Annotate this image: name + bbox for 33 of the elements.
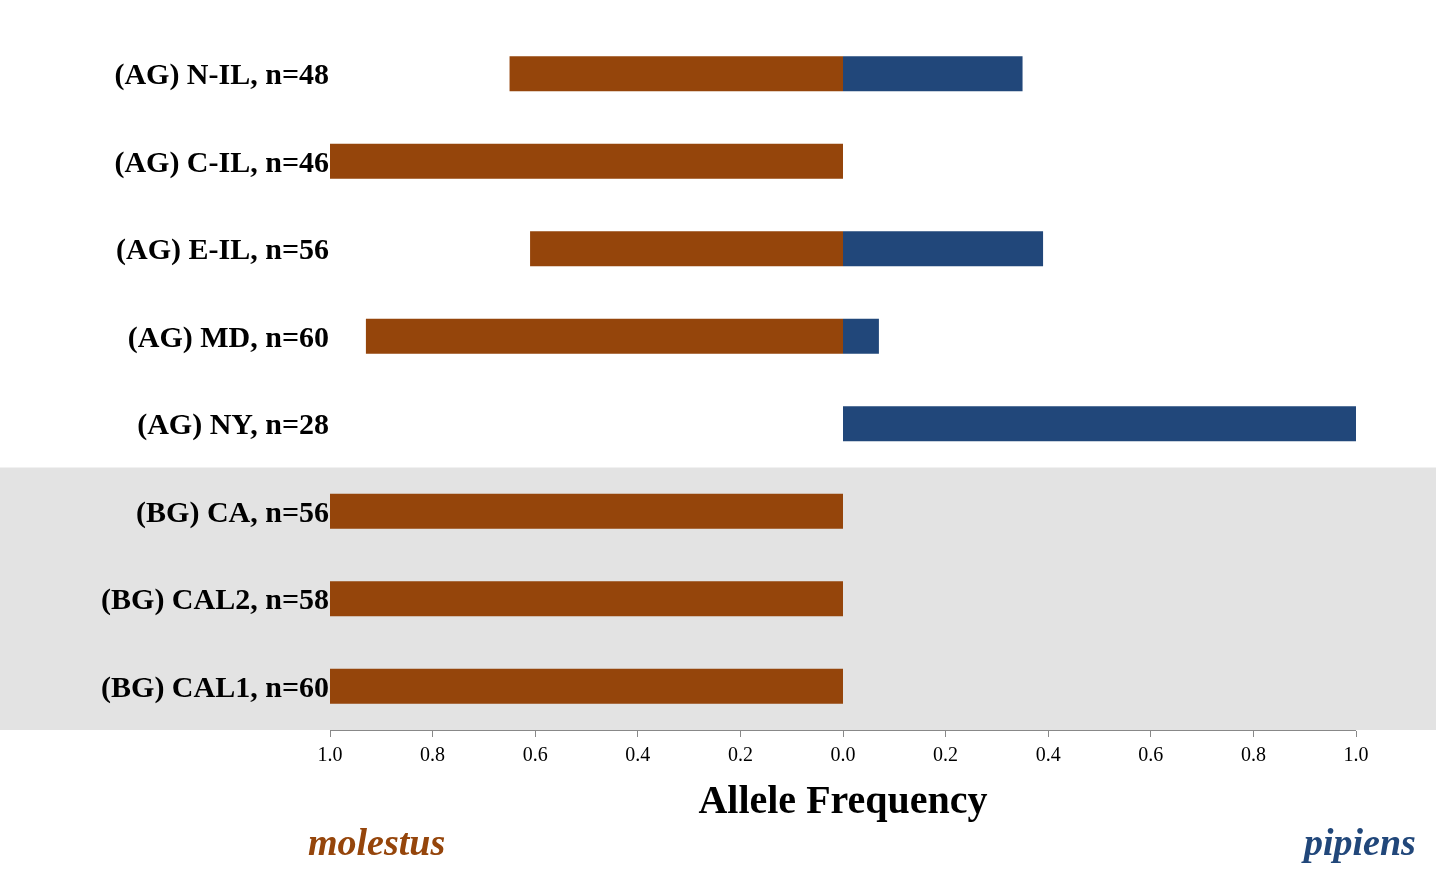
bar (843, 56, 1023, 92)
bar (330, 668, 843, 704)
bar (843, 318, 879, 354)
y-tick-label: (AG) E-IL, n=56 (116, 232, 329, 267)
x-tick-label: 0.4 (1035, 743, 1061, 765)
bar (843, 231, 1044, 267)
y-tick-label: (AG) MD, n=60 (127, 319, 329, 354)
y-tick-label: (BG) CAL2, n=58 (101, 582, 329, 617)
x-tick-label: 0.4 (625, 743, 651, 765)
bar (330, 493, 843, 529)
y-tick-label: (AG) N-IL, n=48 (114, 57, 329, 92)
bar (530, 231, 843, 267)
bar (365, 318, 843, 354)
x-tick-label: 0.8 (1240, 743, 1266, 765)
bar (330, 143, 843, 179)
x-tick-label: 0.2 (727, 743, 753, 765)
y-tick-label: (BG) CAL1, n=60 (101, 669, 329, 704)
x-tick-label: 0.8 (420, 743, 446, 765)
y-tick-label: (AG) NY, n=28 (137, 407, 329, 442)
x-tick-label: 1.0 (1343, 743, 1369, 765)
y-tick-label: (BG) CA, n=56 (136, 494, 329, 529)
text: pipiens (1301, 821, 1416, 863)
bar (509, 56, 843, 92)
x-tick-label: 0.6 (522, 743, 548, 765)
x-tick-label: 0.6 (1138, 743, 1164, 765)
x-tick-label: 1.0 (317, 743, 343, 765)
bar (330, 581, 843, 617)
x-tick-label: 0.0 (830, 743, 856, 765)
bar (843, 406, 1356, 442)
y-tick-label: (AG) C-IL, n=46 (114, 144, 329, 179)
x-tick-label: 0.2 (933, 743, 959, 765)
text: molestus (308, 821, 446, 863)
x-axis-title: Allele Frequency (698, 776, 988, 822)
